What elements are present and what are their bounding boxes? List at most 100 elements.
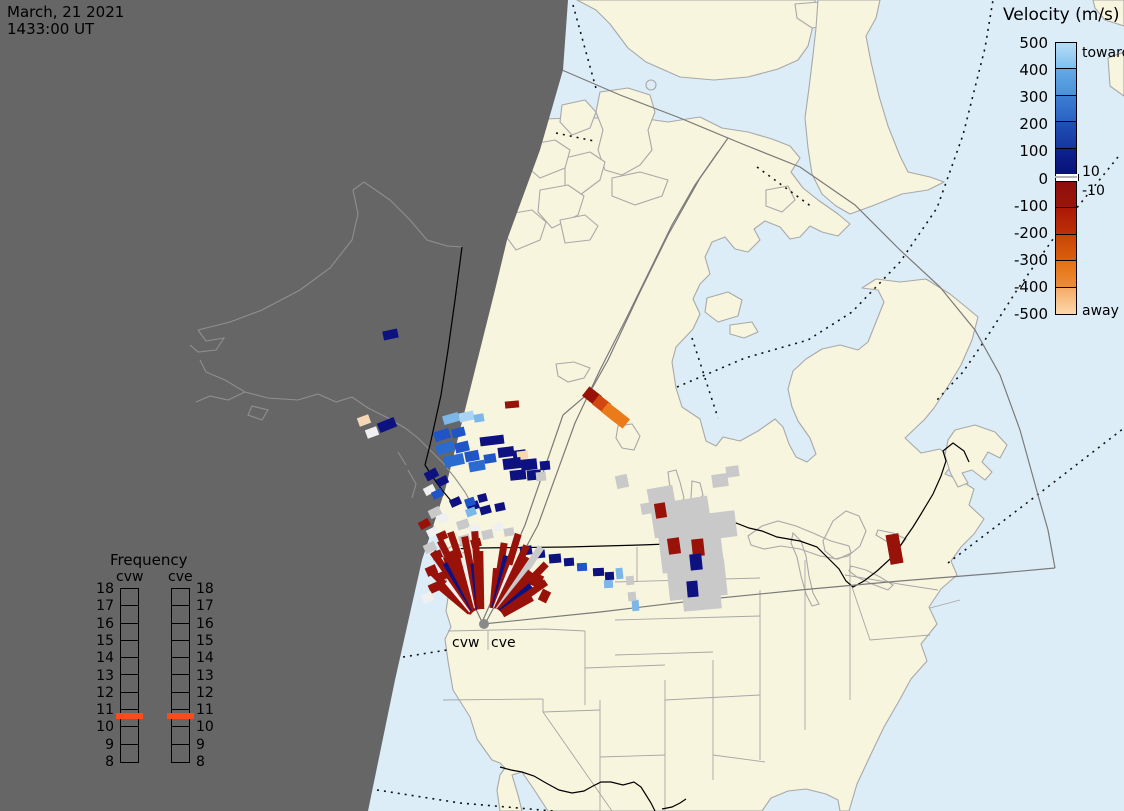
velocity-colorbar-away (1055, 181, 1077, 315)
freq-segment (121, 606, 138, 624)
velocity-cell (640, 502, 653, 515)
velocity-cell (477, 492, 488, 504)
velocity-tick-label: -400 (1013, 277, 1048, 296)
freq-segment (121, 658, 138, 676)
velocity-cell (455, 518, 471, 531)
radar-fov-lines (429, 69, 1056, 625)
freq-segment (172, 589, 189, 607)
freq-scale-label: 16 (196, 615, 214, 632)
velocity-cell (502, 456, 522, 471)
velocity-cell (625, 575, 635, 586)
velocity-cell (473, 413, 485, 423)
freq-scale-label: 18 (196, 581, 214, 597)
velocity-cell (653, 502, 668, 519)
velocity-cell (422, 483, 437, 497)
velocity-cell (725, 465, 740, 478)
velocity-cell (885, 533, 904, 565)
freq-segment (172, 624, 189, 641)
freq-segment (172, 727, 189, 745)
velocity-tick-label: 100 (1019, 142, 1048, 161)
velocity-colorbar-toward (1055, 42, 1077, 176)
arctic-island (729, 321, 759, 339)
terminator-shade (0, 0, 568, 811)
velocity-cell (435, 512, 450, 525)
maritime-land (944, 424, 1008, 488)
freq-segment (172, 658, 189, 676)
freq-scale-label: 18 (96, 581, 114, 597)
freq-scale-label: 14 (196, 650, 214, 667)
velocity-tick-label: -100 (1013, 196, 1048, 215)
velocity-cell (576, 562, 588, 572)
freq-marker-cvw (116, 712, 143, 719)
velocity-tick-label: 0 (1038, 169, 1048, 188)
freq-segment (121, 624, 138, 641)
velocity-cell (610, 409, 630, 429)
datetime-stamp: March, 21 2021 1433:00 UT (7, 4, 124, 38)
fov-right-edge (482, 567, 1056, 625)
arctic-island (559, 99, 597, 136)
freq-segment (121, 727, 138, 745)
velocity-cell (539, 460, 551, 471)
velocity-cell (494, 502, 506, 512)
fov-outer-arc (561, 69, 1056, 569)
freq-segment (172, 745, 189, 762)
velocity-cell (504, 400, 520, 409)
freq-segment (172, 675, 189, 693)
corner-island (1107, 51, 1124, 97)
velocity-cell (548, 553, 562, 564)
freq-scale-label: 10 (196, 719, 214, 736)
colorbar-segment (1056, 208, 1076, 235)
velocity-cell (464, 449, 480, 463)
colorbar-segment (1056, 43, 1076, 70)
velocity-cell (509, 469, 527, 481)
lake-erie (848, 565, 894, 591)
velocity-cell (464, 496, 476, 508)
near-range-echo-streaks (426, 530, 549, 618)
fov-mid-line-1 (482, 137, 729, 621)
freq-scale-label: 16 (96, 615, 114, 632)
freq-segment (121, 693, 138, 711)
freq-scale-label: 11 (96, 702, 114, 719)
freq-scale-label: 9 (196, 736, 205, 753)
velocity-cell (520, 458, 538, 471)
freq-segment (172, 710, 189, 728)
velocity-cell (356, 414, 372, 427)
radar-label-cve: cve (491, 635, 516, 651)
colorbar-segment (1056, 287, 1076, 314)
freq-scale-label: 17 (196, 598, 214, 615)
freq-segment (121, 675, 138, 693)
freq-scale-label: 10 (96, 719, 114, 736)
velocity-cell (563, 557, 575, 567)
velocity-cell (535, 471, 547, 482)
arctic-island (559, 214, 599, 244)
pos-threshold-label: 10 (1082, 164, 1100, 180)
velocity-cell (483, 453, 497, 464)
velocity-cell (592, 567, 605, 577)
freq-segment (121, 641, 138, 659)
colorbar-segment (1056, 234, 1076, 262)
date-label: March, 21 2021 (7, 3, 125, 21)
velocity-cell (427, 505, 443, 520)
velocity-cell (666, 537, 682, 555)
velocity-cell (481, 528, 494, 541)
colorbar-segment (1056, 182, 1076, 209)
island-lake (645, 79, 657, 91)
velocity-cell (425, 525, 440, 539)
freq-scale-label: 12 (196, 684, 214, 701)
velocity-cell (479, 434, 505, 447)
freq-scale-label: 8 (196, 754, 205, 770)
velocity-tick-label: 200 (1019, 115, 1048, 134)
velocity-cell (689, 553, 703, 571)
velocity-cell (646, 484, 676, 508)
velocity-cell (479, 504, 492, 516)
velocity-cell (442, 411, 460, 426)
velocity-cell (464, 506, 478, 518)
colorbar-segment (1056, 69, 1076, 96)
velocity-cell (537, 588, 552, 604)
colorbar-segment (1056, 148, 1076, 175)
velocity-cell (686, 580, 699, 598)
velocity-colorbar-zero-line (1055, 176, 1077, 178)
freq-scale-label: 15 (96, 632, 114, 649)
